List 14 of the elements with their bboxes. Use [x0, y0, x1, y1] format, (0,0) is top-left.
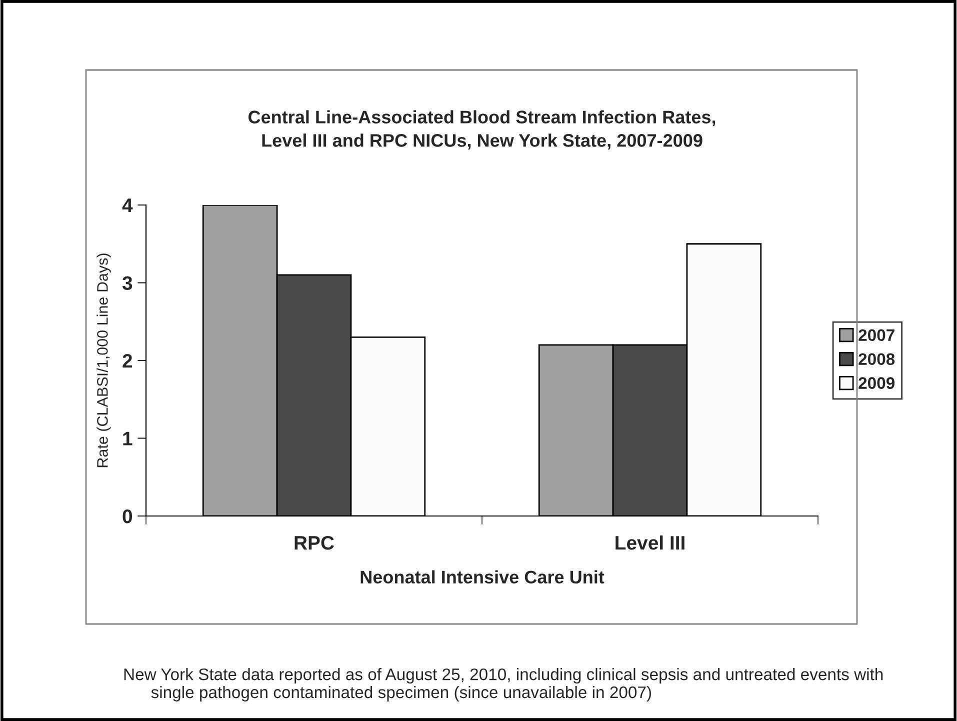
- x-tick-label: RPC: [294, 536, 334, 550]
- legend-label: 2009: [858, 377, 895, 389]
- y-tick-label: 0: [122, 509, 132, 524]
- y-axis-title: Rate (CLABSI/1,000 Line Days): [96, 254, 111, 468]
- legend-label: 2007: [858, 329, 894, 342]
- legend-label: 2008: [858, 353, 895, 366]
- y-tick-label: 4: [122, 198, 133, 212]
- y-tick-label: 3: [122, 276, 132, 290]
- y-tick-label: 1: [123, 432, 132, 446]
- y-tick-label: 2: [122, 354, 132, 368]
- text: New York State data reported as of August 25, 2010, including clinical sepsis and untreated events with single pathogen contaminated specimen (since unavailable in 2007): [124, 668, 883, 702]
- chart-title: Central Line-Associated Blood Stream Infection Rates, Level III and RPC NICUs, New York State, 2007-2009: [248, 110, 716, 150]
- x-axis-title: Neonatal Intensive Care Unit: [360, 570, 604, 584]
- x-tick-label: Level III: [616, 535, 684, 550]
